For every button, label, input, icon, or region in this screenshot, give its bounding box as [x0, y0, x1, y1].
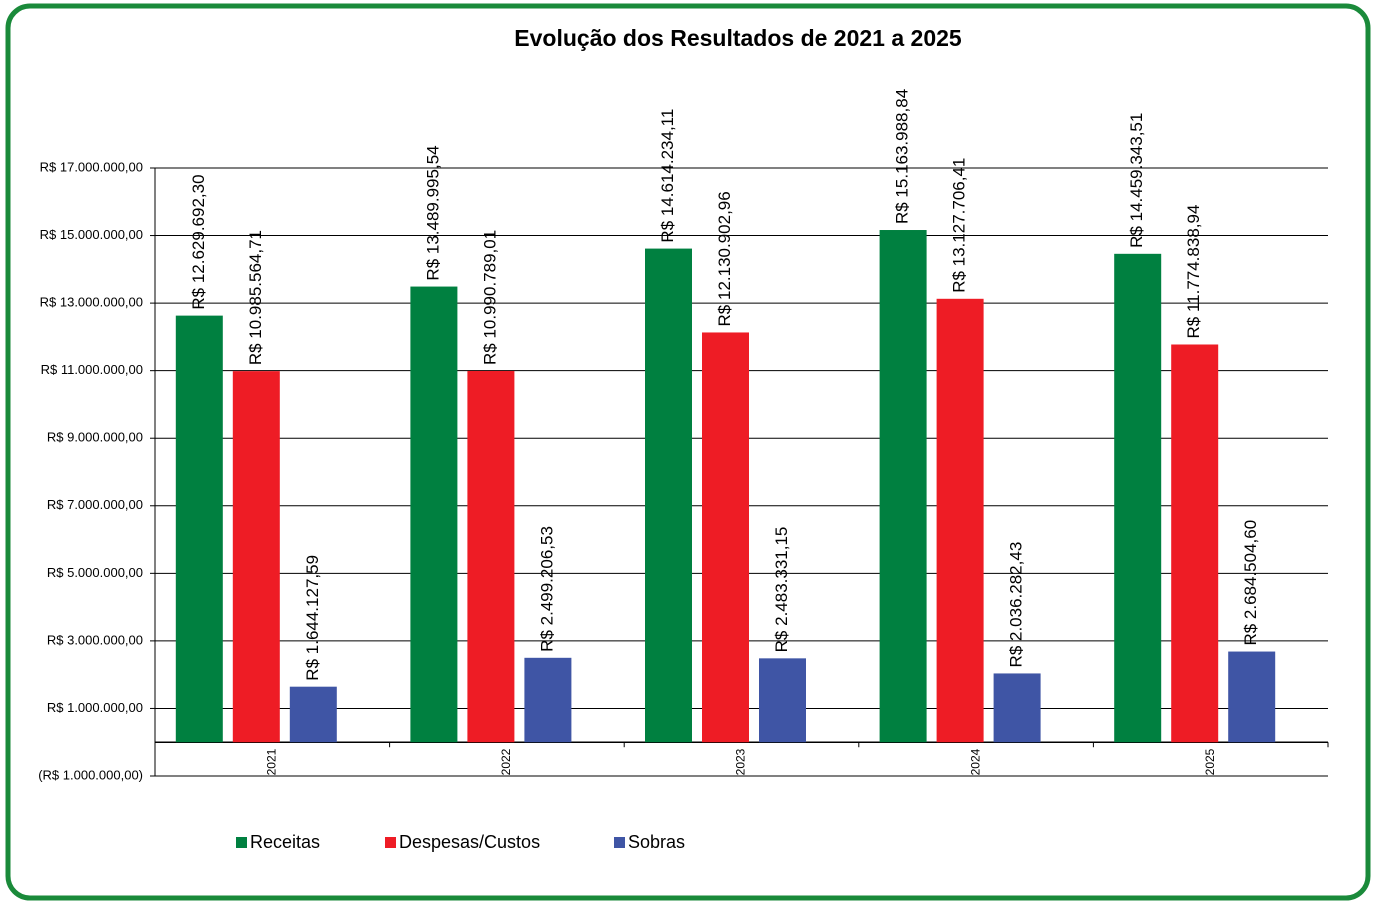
y-tick-label: R$ 9.000.000,00 — [47, 430, 143, 445]
bar — [524, 657, 572, 743]
value-label: R$ 14.459.343,51 — [1127, 113, 1146, 248]
bar — [467, 370, 515, 743]
value-label: R$ 10.985.564,71 — [246, 230, 265, 365]
legend-label: Sobras — [628, 832, 685, 852]
value-label: R$ 2.036.282,43 — [1007, 542, 1026, 668]
bar — [289, 686, 337, 743]
value-label: R$ 2.483.331,15 — [772, 527, 791, 653]
legend-swatch — [614, 837, 625, 848]
x-tick-label: 2021 — [264, 748, 278, 775]
value-label: R$ 2.499.206,53 — [537, 526, 556, 652]
bar — [410, 286, 458, 743]
bar — [232, 371, 280, 743]
value-label: R$ 2.684.504,60 — [1241, 520, 1260, 646]
bar — [175, 315, 223, 743]
bar — [759, 658, 806, 743]
legend-swatch — [236, 837, 247, 848]
value-label: R$ 13.127.706,41 — [950, 158, 969, 293]
y-tick-label: R$ 17.000.000,00 — [40, 159, 143, 174]
y-tick-label: R$ 15.000.000,00 — [40, 227, 143, 242]
value-label: R$ 12.130.902,96 — [715, 191, 734, 326]
bar — [645, 248, 692, 743]
y-tick-label: R$ 1.000.000,00 — [47, 700, 143, 715]
value-label: R$ 13.489.995,54 — [423, 145, 442, 280]
y-tick-label: R$ 3.000.000,00 — [47, 632, 143, 647]
value-label: R$ 12.629.692,30 — [189, 174, 208, 309]
bar — [879, 230, 927, 743]
value-label: R$ 10.990.789,01 — [480, 230, 499, 365]
value-label: R$ 11.774.838,94 — [1184, 205, 1203, 339]
legend-label: Despesas/Custos — [399, 832, 540, 852]
x-tick-label: 2024 — [968, 748, 982, 775]
bar — [1171, 344, 1219, 743]
bar — [702, 332, 749, 743]
value-label: R$ 14.614.234,11 — [658, 109, 677, 243]
bar — [993, 673, 1041, 743]
value-label: R$ 1.644.127,59 — [303, 555, 322, 681]
chart-title: Evolução dos Resultados de 2021 a 2025 — [514, 25, 962, 51]
y-tick-label: R$ 5.000.000,00 — [47, 565, 143, 580]
y-tick-label: R$ 7.000.000,00 — [47, 497, 143, 512]
bar — [1228, 651, 1276, 743]
bar — [1114, 253, 1162, 743]
y-tick-label: R$ 11.000.000,00 — [41, 362, 143, 377]
y-tick-label: (R$ 1.000.000,00) — [38, 767, 143, 782]
y-tick-label: R$ 13.000.000,00 — [40, 295, 143, 310]
legend-swatch — [385, 837, 396, 848]
bar — [936, 298, 984, 743]
x-tick-label: 2022 — [499, 748, 513, 775]
x-tick-label: 2023 — [734, 748, 748, 775]
value-label: R$ 15.163.988,84 — [893, 89, 912, 224]
x-tick-label: 2025 — [1203, 748, 1217, 775]
legend-label: Receitas — [250, 832, 320, 852]
